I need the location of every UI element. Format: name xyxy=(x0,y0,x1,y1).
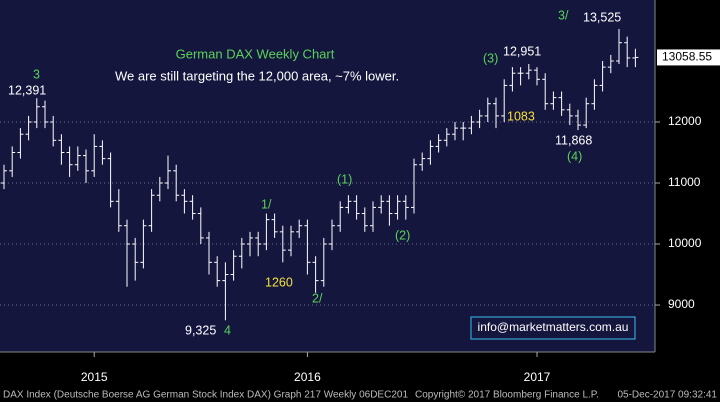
contact: info@marketmatters.com.au xyxy=(478,320,629,334)
y-tick-label: 9000 xyxy=(668,297,695,311)
annotation: 1260 xyxy=(265,275,293,289)
x-tick-label: 2015 xyxy=(81,370,108,384)
footer-right: 05-Dec-2017 09:32:41 xyxy=(617,390,717,401)
annotation: 12,951 xyxy=(503,44,541,58)
footer-left: DAX Index (Deutsche Boerse AG German Sto… xyxy=(3,390,408,401)
last-price-label: 13058.55 xyxy=(662,50,712,64)
annotation: (4) xyxy=(567,149,582,163)
contact-box xyxy=(470,316,636,340)
y-tick-label: 11000 xyxy=(668,175,701,189)
annotation: 2/ xyxy=(312,291,323,305)
annotation: We are still targeting the 12,000 area, … xyxy=(115,68,399,83)
annotation: 3/ xyxy=(558,8,569,22)
annotation: 3 xyxy=(33,67,40,81)
y-tick-label: 10000 xyxy=(668,236,702,250)
annotation: 1083 xyxy=(507,109,535,123)
footer-bar xyxy=(0,386,720,402)
annotation: 12,391 xyxy=(8,83,46,97)
annotation: (3) xyxy=(483,51,498,65)
annotation: 9,325 xyxy=(185,323,216,337)
annotation: 4 xyxy=(224,323,231,337)
x-tick-label: 2016 xyxy=(294,370,321,384)
annotation: 13,525 xyxy=(583,10,621,24)
last-price-box xyxy=(657,49,720,66)
y-tick-label: 12000 xyxy=(668,114,702,128)
chart-title: German DAX Weekly Chart xyxy=(176,46,335,61)
x-tick-label: 2017 xyxy=(524,370,551,384)
plot-area xyxy=(0,0,655,352)
footer-middle: Copyright© 2017 Bloomberg Finance L.P. xyxy=(415,390,599,401)
annotation: 1/ xyxy=(261,197,272,211)
annotation: 11,868 xyxy=(555,133,592,147)
annotation: (1) xyxy=(337,172,352,186)
annotation: (2) xyxy=(395,228,410,242)
